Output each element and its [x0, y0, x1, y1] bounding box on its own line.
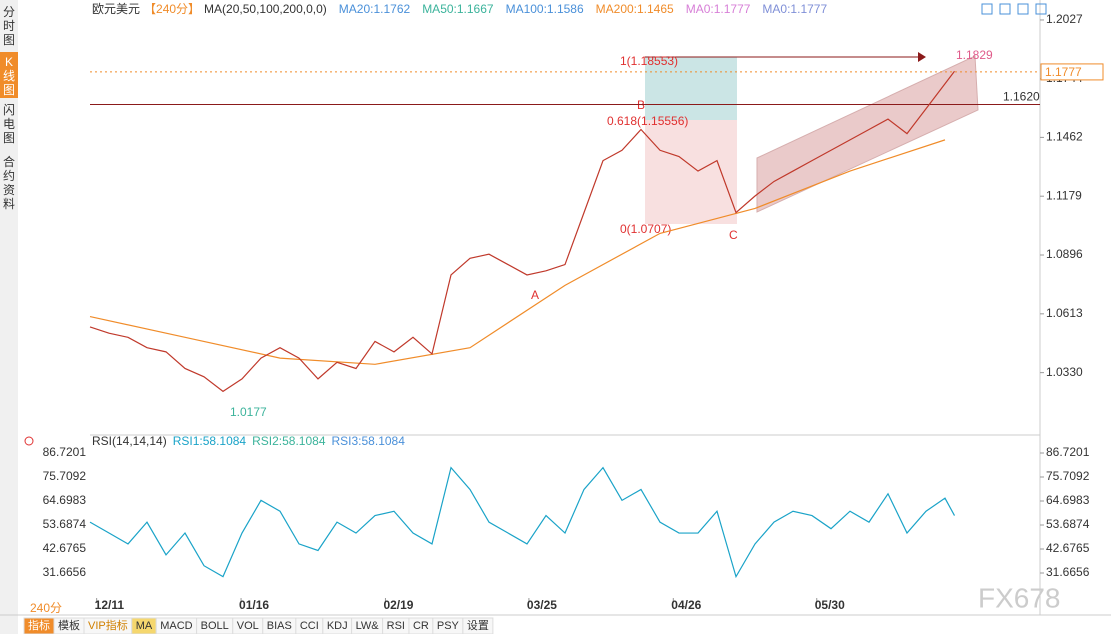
annotation: B: [637, 98, 645, 112]
annotation: 0.618(1.15556): [607, 114, 688, 128]
sidebar-tab[interactable]: 时: [3, 19, 15, 33]
price-line: [89, 70, 955, 393]
y-tick-label: 31.6656: [43, 565, 87, 579]
toolbar-tab[interactable]: BOLL: [201, 620, 229, 632]
active-tab: [0, 52, 18, 98]
toolbar-tab[interactable]: VOL: [237, 620, 259, 632]
legend-item: MA200:1.1465: [596, 2, 674, 16]
y-tick-label: 42.6765: [43, 541, 87, 555]
y-tick-label: 53.6874: [1046, 517, 1090, 531]
toolbar-tab[interactable]: RSI: [387, 620, 405, 632]
toolbar-tab[interactable]: LW&: [356, 620, 380, 632]
x-tick-label: 02/19: [383, 598, 413, 612]
y-tick-label: 1.0613: [1046, 306, 1083, 320]
window-icons: [981, 3, 1047, 15]
x-tick-label: 03/25: [527, 598, 557, 612]
y-tick-label: 53.6874: [43, 517, 87, 531]
sidebar-tab[interactable]: 合: [3, 154, 15, 169]
sidebar-tab[interactable]: 图: [3, 83, 15, 97]
legend-item: MA100:1.1586: [506, 2, 584, 16]
sidebar-tab[interactable]: 资: [3, 183, 15, 197]
x-tick-label: 01/16: [239, 598, 269, 612]
settings-icon[interactable]: [24, 436, 34, 446]
y-tick-label: 75.7092: [43, 469, 87, 483]
legend-item: MA20:1.1762: [339, 2, 411, 16]
toolbar-tab[interactable]: MA: [136, 620, 153, 632]
sidebar-tab[interactable]: 图: [3, 131, 15, 145]
y-tick-label: 42.6765: [1046, 541, 1090, 555]
icon[interactable]: [999, 3, 1011, 15]
annotation: 1.1829: [956, 48, 993, 62]
h-line-label: 1.1620: [1003, 90, 1040, 104]
annotation: 1(1.18553): [620, 54, 678, 68]
x-tick-label: 04/26: [671, 598, 701, 612]
watermark: FX678: [978, 582, 1061, 613]
sidebar-tab[interactable]: K: [5, 55, 13, 69]
y-tick-label: 64.6983: [1046, 493, 1090, 507]
sidebar-tab[interactable]: 约: [3, 168, 15, 183]
y-tick-label: 1.1462: [1046, 130, 1083, 144]
x-tick-label: 12/11: [95, 598, 125, 612]
legend-item: RSI(14,14,14): [92, 434, 167, 448]
legend-item: 欧元美元: [92, 2, 140, 16]
arrow-head: [918, 52, 926, 62]
price-tag-label: 1.1777: [1045, 65, 1082, 79]
sidebar-tab[interactable]: 闪: [3, 103, 15, 117]
toolbar-tab[interactable]: CCI: [300, 620, 319, 632]
toolbar-tab[interactable]: MACD: [160, 620, 192, 632]
annotation: A: [531, 288, 539, 302]
y-tick-label: 31.6656: [1046, 565, 1090, 579]
annotation: 0(1.0707): [620, 222, 671, 236]
y-tick-label: 86.7201: [43, 445, 87, 459]
toolbar-tab[interactable]: 模板: [58, 618, 80, 632]
y-tick-label: 64.6983: [43, 493, 87, 507]
fib-upper-zone: [645, 57, 737, 120]
trend-channel: [756, 55, 979, 213]
x-tick-label: 05/30: [815, 598, 845, 612]
toolbar-tab[interactable]: VIP指标: [88, 618, 128, 632]
annotation: C: [729, 228, 738, 242]
toolbar-bg[interactable]: [462, 617, 494, 634]
icon[interactable]: [1017, 3, 1029, 15]
sidebar-tab[interactable]: 线: [3, 69, 15, 83]
toolbar-tab[interactable]: 指标: [28, 618, 50, 632]
legend-item: RSI2:58.1084: [252, 434, 326, 448]
legend-item: RSI3:58.1084: [332, 434, 406, 448]
ma-line: [89, 139, 946, 365]
sidebar-tab[interactable]: 料: [3, 197, 15, 211]
sidebar-tab[interactable]: 图: [3, 33, 15, 47]
toolbar-tab[interactable]: CR: [413, 620, 429, 632]
period-label: 240分: [30, 601, 62, 615]
fib-lower-zone: [645, 120, 737, 224]
legend-item: RSI1:58.1084: [173, 434, 247, 448]
y-tick-label: 1.1179: [1046, 188, 1082, 202]
sidebar: [0, 0, 18, 634]
legend-item: MA0:1.1777: [686, 2, 751, 16]
toolbar-tab[interactable]: BIAS: [267, 620, 292, 632]
y-tick-label: 1.2027: [1046, 12, 1083, 26]
y-tick-label: 1.0330: [1046, 365, 1083, 379]
toolbar-tab[interactable]: PSY: [437, 620, 460, 632]
legend-item: MA50:1.1667: [422, 2, 494, 16]
icon[interactable]: [981, 3, 993, 15]
y-tick-label: 75.7092: [1046, 469, 1090, 483]
sidebar-tab[interactable]: 分: [3, 5, 15, 19]
legend-item: MA0:1.1777: [762, 2, 827, 16]
toolbar-tab[interactable]: 设置: [467, 619, 489, 632]
toolbar-tab[interactable]: KDJ: [327, 620, 348, 632]
legend-item: 【240分】: [144, 2, 200, 16]
y-tick-label: 1.0896: [1046, 247, 1083, 261]
annotation: 1.0177: [230, 405, 267, 419]
price-line: [89, 466, 956, 579]
sidebar-tab[interactable]: 电: [3, 117, 15, 131]
legend-item: MA(20,50,100,200,0,0): [204, 2, 327, 16]
icon[interactable]: [1035, 3, 1047, 15]
y-tick-label: 86.7201: [1046, 445, 1090, 459]
price-tag: [1040, 63, 1104, 81]
